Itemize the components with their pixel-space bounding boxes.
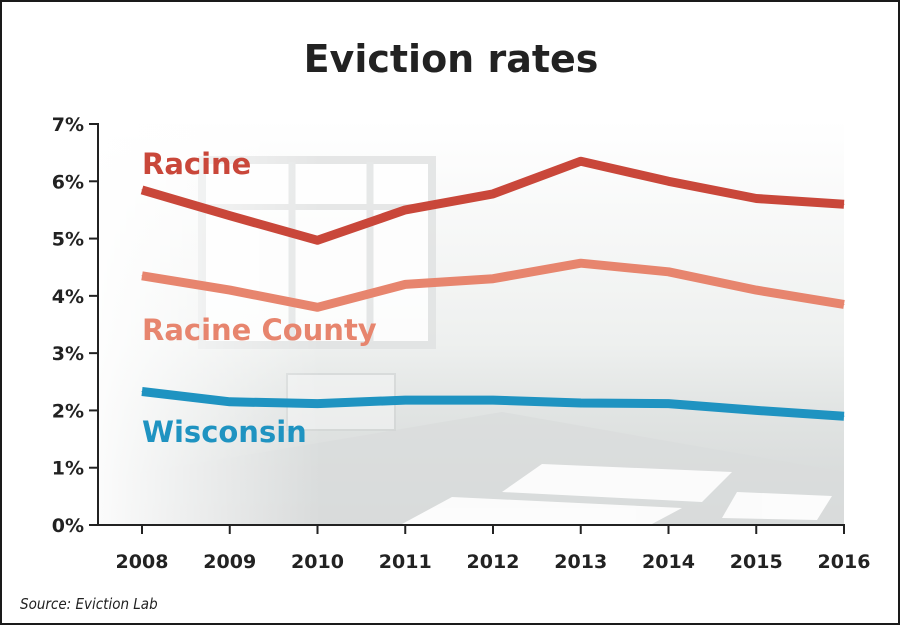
data-point-racine-2011 xyxy=(404,209,406,211)
x-tick-label: 2012 xyxy=(467,551,520,573)
data-point-racine-county-2008 xyxy=(141,275,143,277)
data-point-wisconsin-2008 xyxy=(141,391,143,393)
source-note: Source: Eviction Lab xyxy=(20,595,158,613)
data-point-racine-2012 xyxy=(492,193,494,195)
data-point-wisconsin-2015 xyxy=(755,409,757,411)
data-point-wisconsin-2013 xyxy=(580,402,582,404)
data-point-wisconsin-2012 xyxy=(492,399,494,401)
y-tick-label: 6% xyxy=(52,171,84,193)
data-point-racine-county-2015 xyxy=(755,289,757,291)
data-point-racine-county-2011 xyxy=(404,283,406,285)
series-label-racine: Racine xyxy=(142,147,251,181)
y-tick-label: 3% xyxy=(52,343,84,365)
series-lines xyxy=(140,156,845,421)
x-tick-label: 2009 xyxy=(203,551,256,573)
y-tick-label: 4% xyxy=(52,286,84,308)
x-axis-ticks: 2008 2009 2010 2011 2012 2013 2014 2015 2016 xyxy=(116,525,871,573)
y-tick-label: 0% xyxy=(52,515,84,537)
data-point-wisconsin-2014 xyxy=(668,403,669,405)
chart-title: Eviction rates xyxy=(304,37,599,81)
x-tick-label: 2013 xyxy=(554,551,607,573)
x-tick-label: 2010 xyxy=(291,551,344,573)
data-point-wisconsin-2010 xyxy=(317,403,318,405)
x-tick-label: 2011 xyxy=(379,551,432,573)
y-axis-ticks: 0% 1% 2% 3% 4% 5% 6% 7% xyxy=(52,114,98,537)
data-point-racine-2015 xyxy=(755,197,757,199)
y-tick-label: 1% xyxy=(52,458,84,480)
series-label-wisconsin: Wisconsin xyxy=(142,415,307,449)
data-point-racine-2010 xyxy=(317,239,318,241)
data-point-racine-county-2010 xyxy=(317,306,318,308)
data-point-racine-2014 xyxy=(668,180,669,182)
y-tick-label: 2% xyxy=(52,400,84,422)
data-point-racine-2016 xyxy=(843,203,845,205)
data-point-wisconsin-2016 xyxy=(843,415,845,417)
data-point-racine-2013 xyxy=(580,160,582,162)
data-point-racine-county-2014 xyxy=(668,271,669,273)
x-tick-label: 2015 xyxy=(730,551,783,573)
data-point-racine-county-2016 xyxy=(843,303,845,305)
series-label-racine-county: Racine County xyxy=(142,313,377,347)
x-tick-label: 2008 xyxy=(116,551,169,573)
data-point-racine-2008 xyxy=(141,189,143,191)
data-point-racine-county-2012 xyxy=(492,278,494,280)
data-point-racine-county-2013 xyxy=(580,262,582,264)
data-point-wisconsin-2009 xyxy=(229,401,231,403)
data-point-racine-county-2009 xyxy=(229,289,231,291)
data-point-racine-2009 xyxy=(229,215,231,217)
y-tick-label: 5% xyxy=(52,229,84,251)
y-tick-label: 7% xyxy=(52,114,84,136)
data-point-wisconsin-2011 xyxy=(404,399,406,401)
x-tick-label: 2014 xyxy=(642,551,695,573)
x-tick-label: 2016 xyxy=(818,551,871,573)
